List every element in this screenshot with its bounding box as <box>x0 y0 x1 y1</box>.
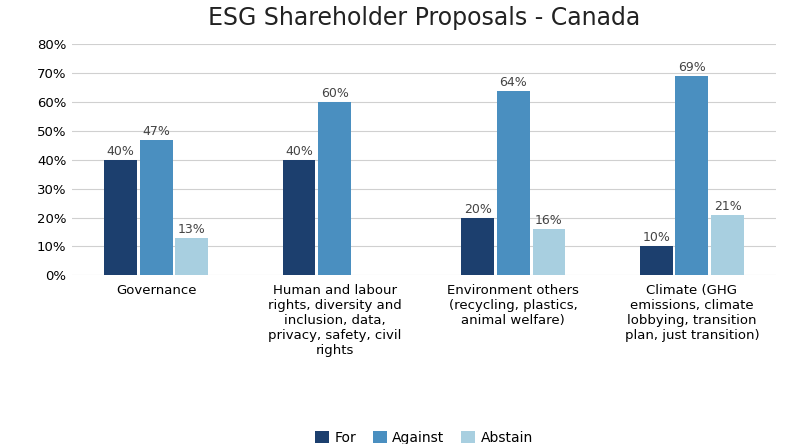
Bar <box>282 160 315 275</box>
Legend: For, Against, Abstain: For, Against, Abstain <box>310 425 538 444</box>
Bar <box>104 160 137 275</box>
Bar <box>640 246 673 275</box>
Text: 20%: 20% <box>464 202 491 215</box>
Text: 13%: 13% <box>178 223 206 236</box>
Text: 40%: 40% <box>285 145 313 158</box>
Title: ESG Shareholder Proposals - Canada: ESG Shareholder Proposals - Canada <box>208 6 640 30</box>
Text: 64%: 64% <box>499 75 527 88</box>
Bar <box>175 238 208 275</box>
Bar <box>533 229 566 275</box>
Text: 47%: 47% <box>142 125 170 138</box>
Text: 69%: 69% <box>678 61 706 74</box>
Text: 60%: 60% <box>321 87 349 100</box>
Bar <box>140 139 173 275</box>
Bar <box>497 91 530 275</box>
Bar <box>318 102 351 275</box>
Text: 10%: 10% <box>642 231 670 244</box>
Text: 16%: 16% <box>535 214 563 227</box>
Text: 40%: 40% <box>106 145 134 158</box>
Bar <box>461 218 494 275</box>
Bar <box>711 215 744 275</box>
Text: 21%: 21% <box>714 200 742 213</box>
Bar <box>675 76 708 275</box>
